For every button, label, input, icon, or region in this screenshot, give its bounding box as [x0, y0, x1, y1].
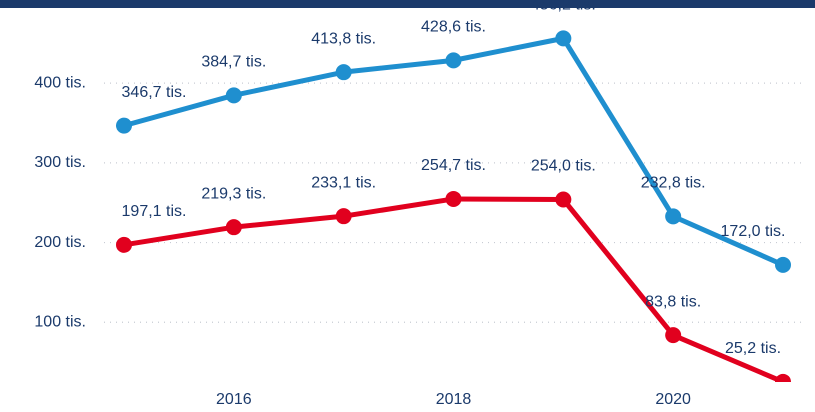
- point: [775, 256, 791, 273]
- y-tick-label: 100 tis.: [34, 313, 86, 330]
- data-label: 83,8 tis.: [645, 293, 701, 310]
- data-label: 384,7 tis.: [201, 54, 266, 71]
- data-label: 346,7 tis.: [122, 84, 187, 101]
- point: [445, 190, 462, 207]
- point: [445, 52, 462, 69]
- line: [123, 196, 784, 382]
- y-tick-label: 400 tis.: [34, 74, 86, 91]
- point: [116, 236, 132, 253]
- point: [555, 30, 572, 47]
- y-tick-label: 300 tis.: [34, 154, 86, 171]
- point: [335, 64, 352, 81]
- y-tick-label: 200 tis.: [34, 234, 86, 251]
- data-label: 456,2 tis.: [531, 0, 596, 14]
- x-tick-label: 2018: [436, 391, 472, 408]
- point: [225, 87, 242, 104]
- point: [116, 117, 132, 134]
- point: [225, 219, 242, 236]
- point: [555, 191, 572, 208]
- header-bar: [0, 0, 815, 8]
- point: [775, 373, 791, 382]
- data-label: 219,3 tis.: [201, 185, 266, 202]
- data-label: 25,2 tis.: [725, 340, 781, 357]
- x-tick-label: 2016: [216, 391, 252, 408]
- point: [665, 208, 682, 225]
- point: [665, 327, 682, 344]
- data-label: 232,8 tis.: [641, 175, 706, 192]
- data-label: 254,0 tis.: [531, 158, 596, 175]
- point: [335, 208, 352, 225]
- data-label: 233,1 tis.: [311, 174, 376, 191]
- data-label: 254,7 tis.: [421, 157, 486, 174]
- x-tick-label: 2020: [655, 391, 691, 408]
- data-label: 413,8 tis.: [311, 30, 376, 47]
- data-label: 197,1 tis.: [122, 203, 187, 220]
- data-label: 172,0 tis.: [721, 223, 786, 240]
- data-label: 428,6 tis.: [421, 19, 486, 36]
